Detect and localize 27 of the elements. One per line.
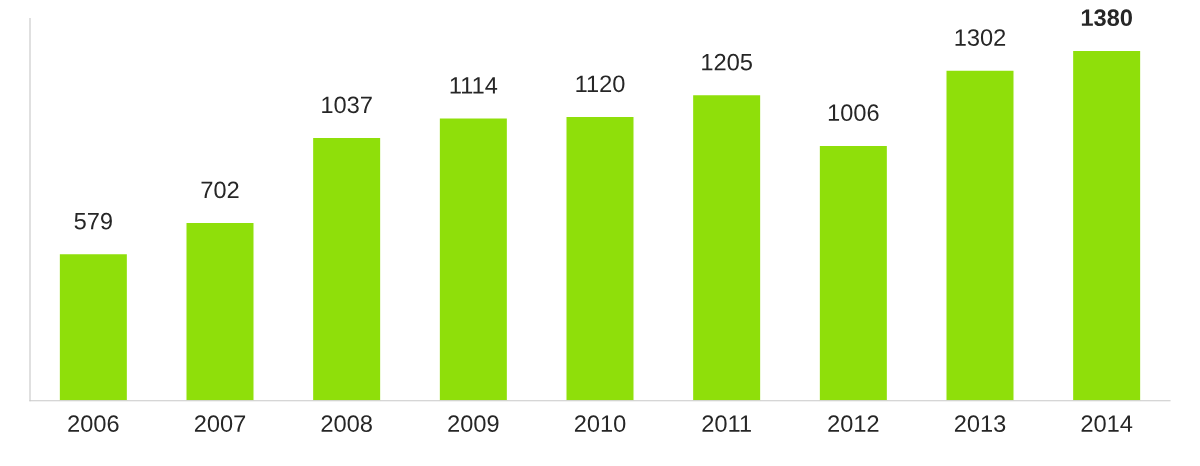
x-tick-label: 2014	[1081, 415, 1133, 432]
x-tick-label: 2012	[828, 415, 879, 432]
data-label: 1302	[955, 29, 1006, 46]
x-tick-label: 2007	[194, 415, 246, 432]
x-tick-label: 2010	[574, 415, 626, 432]
bar	[945, 69, 1015, 401]
bar	[58, 252, 129, 401]
data-label: 1114	[450, 77, 498, 94]
data-label: 579	[74, 212, 112, 230]
x-tick-label: 2011	[702, 415, 751, 432]
bar	[565, 115, 635, 401]
bar	[818, 144, 889, 401]
bar	[311, 136, 382, 401]
bar	[1071, 49, 1142, 401]
bar	[691, 93, 762, 401]
data-label: 1120	[576, 75, 625, 93]
data-label: 1205	[702, 53, 752, 71]
x-tick-label: 2006	[68, 415, 119, 432]
data-label: 702	[201, 181, 239, 199]
data-label: 1037	[322, 96, 372, 114]
x-tick-label: 2013	[954, 415, 1006, 432]
bar	[438, 117, 509, 401]
x-tick-label: 2008	[321, 415, 372, 432]
data-label: 1380	[1081, 9, 1132, 27]
bar	[185, 221, 255, 401]
x-tick-label: 2009	[448, 415, 499, 432]
data-label: 1006	[828, 104, 879, 122]
